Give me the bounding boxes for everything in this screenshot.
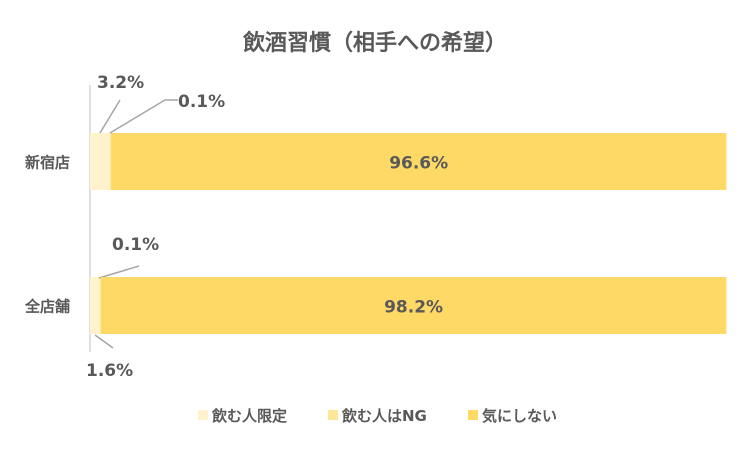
legend-label: 気にしない xyxy=(482,407,557,425)
legend: 飲む人限定 飲む人はNG 気にしない xyxy=(198,407,557,425)
leader-line xyxy=(98,265,140,279)
bar-segment xyxy=(100,277,101,334)
leader-line xyxy=(94,334,114,349)
data-label: 3.2% xyxy=(97,73,144,93)
legend-label: 飲む人限定 xyxy=(211,407,287,425)
leader-line xyxy=(99,99,121,134)
legend-swatch xyxy=(328,410,338,420)
bar-segment xyxy=(90,133,111,190)
legend-swatch xyxy=(468,410,478,420)
category-label: 全店舗 xyxy=(24,298,70,316)
data-label: 98.2% xyxy=(384,298,443,318)
bar-segment xyxy=(110,133,112,190)
legend-swatch xyxy=(198,410,208,420)
data-label: 0.1% xyxy=(178,92,225,112)
data-label: 1.6% xyxy=(86,361,133,381)
bar-segment xyxy=(100,277,727,334)
bar-segment xyxy=(111,133,727,190)
chart-title: 飲酒習慣（相手への希望） xyxy=(242,30,507,56)
leader-line xyxy=(109,99,178,134)
data-label: 96.6% xyxy=(389,154,448,174)
category-label: 新宿店 xyxy=(25,154,70,172)
legend-label: 飲む人はNG xyxy=(341,407,427,425)
bar-segment xyxy=(90,277,101,334)
data-label: 0.1% xyxy=(112,235,159,255)
